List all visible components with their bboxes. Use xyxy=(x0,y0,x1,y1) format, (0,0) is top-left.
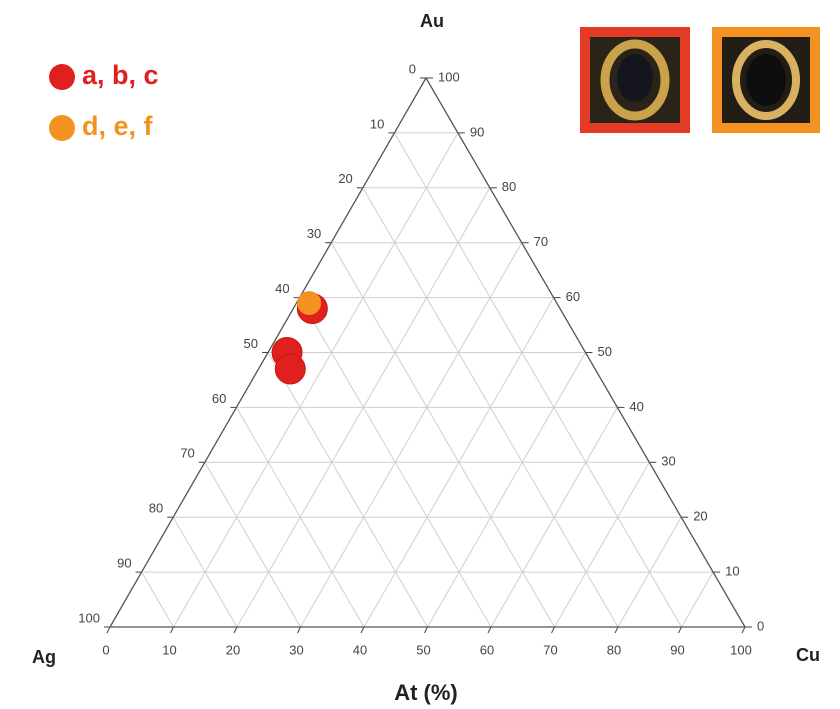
tick-mark xyxy=(170,626,174,634)
au-tick-label: 30 xyxy=(661,454,675,469)
grid-line xyxy=(363,297,555,628)
cu-tick-label: 60 xyxy=(480,642,494,657)
ag-tick-label: 30 xyxy=(307,226,321,241)
grid-line xyxy=(617,516,682,628)
cu-tick-label: 50 xyxy=(416,642,430,657)
au-tick-label: 10 xyxy=(725,564,739,579)
triangle xyxy=(108,76,747,628)
grid-line xyxy=(173,132,459,628)
grid-line xyxy=(236,187,491,628)
cu-tick-label: 0 xyxy=(102,642,109,657)
grid-line xyxy=(141,571,174,628)
ag-tick-label: 0 xyxy=(409,61,416,76)
legend-marker xyxy=(49,64,75,90)
au-tick-label: 50 xyxy=(598,344,612,359)
au-tick-label: 40 xyxy=(629,399,643,414)
chart-title: At (%) xyxy=(394,680,458,705)
tick-mark xyxy=(741,626,746,634)
photo-2 xyxy=(712,27,820,133)
cu-tick-label: 80 xyxy=(607,642,621,657)
cu-tick-label: 30 xyxy=(289,642,303,657)
tick-mark xyxy=(487,626,492,634)
cu-tick-label: 10 xyxy=(162,642,176,657)
grid-line xyxy=(267,352,428,628)
tick-mark xyxy=(106,626,111,634)
tick-mark xyxy=(233,626,238,634)
cu-tick-label: 20 xyxy=(226,642,240,657)
grid-line xyxy=(204,462,301,628)
tick-mark xyxy=(424,626,428,634)
tick-mark xyxy=(551,626,555,634)
ag-tick-label: 60 xyxy=(212,391,226,406)
vertex-label: Ag xyxy=(32,647,56,667)
tick-mark xyxy=(297,626,301,634)
grid-line xyxy=(490,407,618,628)
legend-label: a, b, c xyxy=(82,60,159,90)
au-tick-label: 80 xyxy=(502,179,516,194)
vertex-label: Au xyxy=(420,11,444,31)
data-point xyxy=(297,291,322,316)
cu-tick-label: 70 xyxy=(543,642,557,657)
grid-line xyxy=(300,242,523,628)
data-point xyxy=(274,353,306,385)
legend-marker xyxy=(49,115,75,141)
ag-tick-label: 10 xyxy=(370,116,384,131)
au-tick-label: 20 xyxy=(693,509,707,524)
grid-line xyxy=(681,571,714,628)
au-tick-label: 70 xyxy=(534,234,548,249)
ag-tick-label: 70 xyxy=(180,446,194,461)
au-tick-label: 60 xyxy=(566,289,580,304)
grid-line xyxy=(427,352,586,628)
cu-tick-label: 90 xyxy=(670,642,684,657)
cu-tick-label: 100 xyxy=(730,642,752,657)
vertex-label: Cu xyxy=(796,645,820,665)
au-tick-label: 0 xyxy=(757,618,764,633)
ag-tick-label: 20 xyxy=(338,171,352,186)
cu-tick-label: 40 xyxy=(353,642,367,657)
au-tick-label: 90 xyxy=(470,124,484,139)
legend-label: d, e, f xyxy=(82,111,154,141)
ag-tick-label: 50 xyxy=(244,336,258,351)
grid-line xyxy=(554,462,650,628)
ag-tick-label: 80 xyxy=(149,501,163,516)
au-tick-label: 100 xyxy=(438,69,460,84)
tick-mark xyxy=(360,626,365,634)
photo-1 xyxy=(580,27,690,133)
ag-tick-label: 100 xyxy=(78,610,100,625)
tick-mark xyxy=(678,626,682,634)
tick-mark xyxy=(614,626,619,634)
grid-line xyxy=(393,132,682,628)
grid-line xyxy=(330,242,555,628)
ag-tick-label: 90 xyxy=(117,556,131,571)
ag-tick-label: 40 xyxy=(275,281,289,296)
